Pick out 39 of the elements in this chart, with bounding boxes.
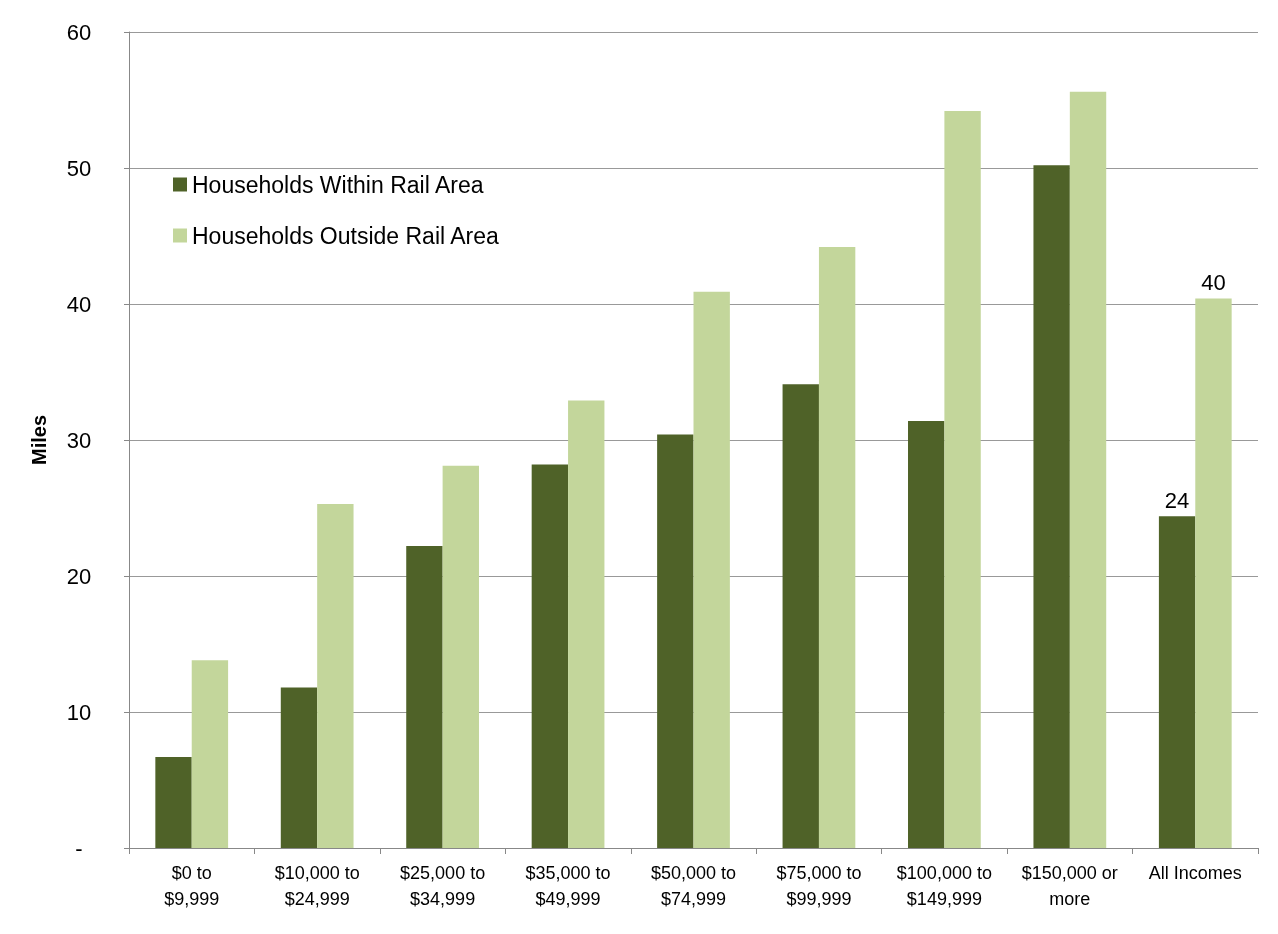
bar	[317, 503, 354, 848]
x-tick-label: $150,000 or more	[1021, 863, 1118, 909]
bar	[782, 384, 819, 848]
y-tick-label: 40	[66, 291, 92, 317]
bar	[1033, 165, 1070, 848]
y-tick-label: 10	[66, 699, 92, 725]
y-tick-label: 60	[66, 19, 92, 45]
bar	[191, 660, 229, 848]
bar	[944, 110, 981, 848]
data-label: 24	[1164, 487, 1190, 513]
x-tick-label: $50,000 to $74,999	[650, 863, 737, 909]
bar	[531, 464, 569, 848]
bar	[657, 434, 694, 848]
bar	[693, 291, 730, 848]
y-axis-title: Miles	[28, 414, 50, 466]
x-tick-label: $100,000 to $149,999	[896, 863, 992, 909]
legend-label: Households Within Rail Area	[192, 171, 484, 198]
bar	[442, 465, 479, 848]
bar	[406, 546, 443, 848]
bar	[280, 687, 318, 848]
bar	[908, 420, 945, 848]
y-tick-label: 20	[66, 563, 92, 589]
x-tick-label: $25,000 to $34,999	[400, 863, 486, 909]
data-label: 40	[1201, 270, 1226, 296]
bar	[818, 246, 856, 848]
bar	[1158, 516, 1196, 848]
bar	[1195, 298, 1232, 848]
bar	[1069, 91, 1107, 848]
y-tick-label: -	[75, 835, 83, 861]
y-tick-label: 50	[66, 155, 92, 181]
bar	[155, 756, 192, 848]
x-tick-label: $75,000 to $99,999	[776, 863, 862, 909]
legend-label: Households Outside Rail Area	[192, 222, 500, 249]
x-tick-label: $0 to $9,999	[164, 863, 220, 909]
bar	[568, 400, 605, 848]
x-tick-label: $10,000 to $24,999	[274, 863, 360, 909]
x-tick-label: All Incomes	[1148, 863, 1242, 883]
x-tick-label: $35,000 to $49,999	[525, 863, 611, 909]
y-tick-label: 30	[66, 427, 92, 453]
